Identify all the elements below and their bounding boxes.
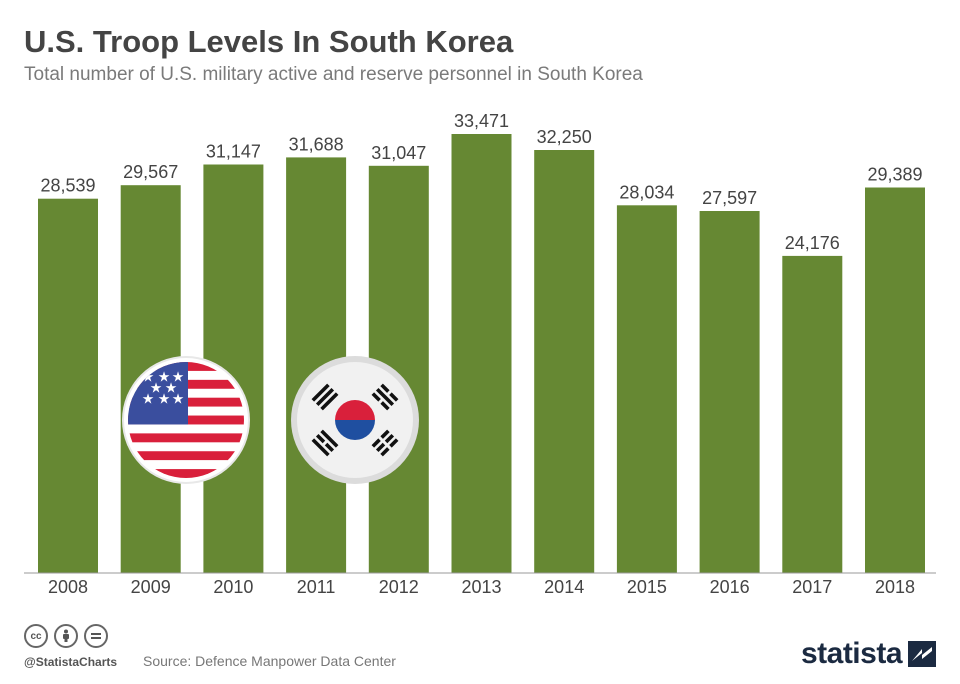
south-korea-flag-icon [291,356,419,484]
bar-2008 [38,198,98,573]
x-tick-label-2012: 2012 [379,577,419,597]
bar-2015 [616,205,677,574]
x-tick-label-2016: 2016 [710,577,750,597]
attribution-icon [54,624,78,648]
value-label-2016: 27,597 [702,188,757,208]
x-tick-label-2010: 2010 [213,577,253,597]
statista-logo[interactable]: statista [801,637,936,671]
bar-2014 [534,150,595,573]
x-tick-label-2011: 2011 [297,577,336,597]
svg-text:★: ★ [172,369,185,385]
twitter-handle[interactable]: @StatistaCharts [24,655,118,669]
x-tick-label-2015: 2015 [627,577,667,597]
value-label-2012: 31,047 [371,143,426,163]
svg-text:★: ★ [150,380,163,396]
value-label-2017: 24,176 [785,233,840,253]
bar-2016 [699,211,760,573]
value-label-2010: 31,147 [206,142,261,162]
x-tick-label-2017: 2017 [792,577,832,597]
x-tick-label-2008: 2008 [48,577,88,597]
svg-text:★: ★ [172,391,185,407]
brand-name: statista [800,637,903,670]
value-label-2013: 33,471 [454,111,509,131]
x-tick-label-2014: 2014 [544,577,584,597]
bar-2018 [865,187,925,573]
no-derivatives-icon [84,624,108,648]
creative-commons-icon: cc [24,624,48,648]
us-flag-icon: ★ ★ ★★ ★★ ★ ★ [122,356,250,484]
value-label-2018: 29,389 [867,165,922,185]
svg-text:★: ★ [165,380,178,396]
bar-2013 [451,134,512,573]
svg-text:★: ★ [158,391,171,407]
source-note: Source: Defence Manpower Data Center [143,653,396,669]
svg-text:★: ★ [142,391,155,407]
value-label-2015: 28,034 [619,182,674,202]
license-icons: cc [24,624,108,648]
chart-subtitle: Total number of U.S. military active and… [24,64,643,85]
value-label-2011: 31,688 [289,134,344,154]
x-tick-label-2009: 2009 [131,577,171,597]
value-label-2008: 28,539 [40,176,95,196]
value-label-2014: 32,250 [537,127,592,147]
x-tick-label-2013: 2013 [461,577,501,597]
x-tick-label-2018: 2018 [875,577,915,597]
bar-2017 [782,255,843,573]
svg-text:★: ★ [158,369,171,385]
statista-mark-icon [908,641,936,667]
value-label-2009: 29,567 [123,162,178,182]
chart-title: U.S. Troop Levels In South Korea [24,24,514,59]
